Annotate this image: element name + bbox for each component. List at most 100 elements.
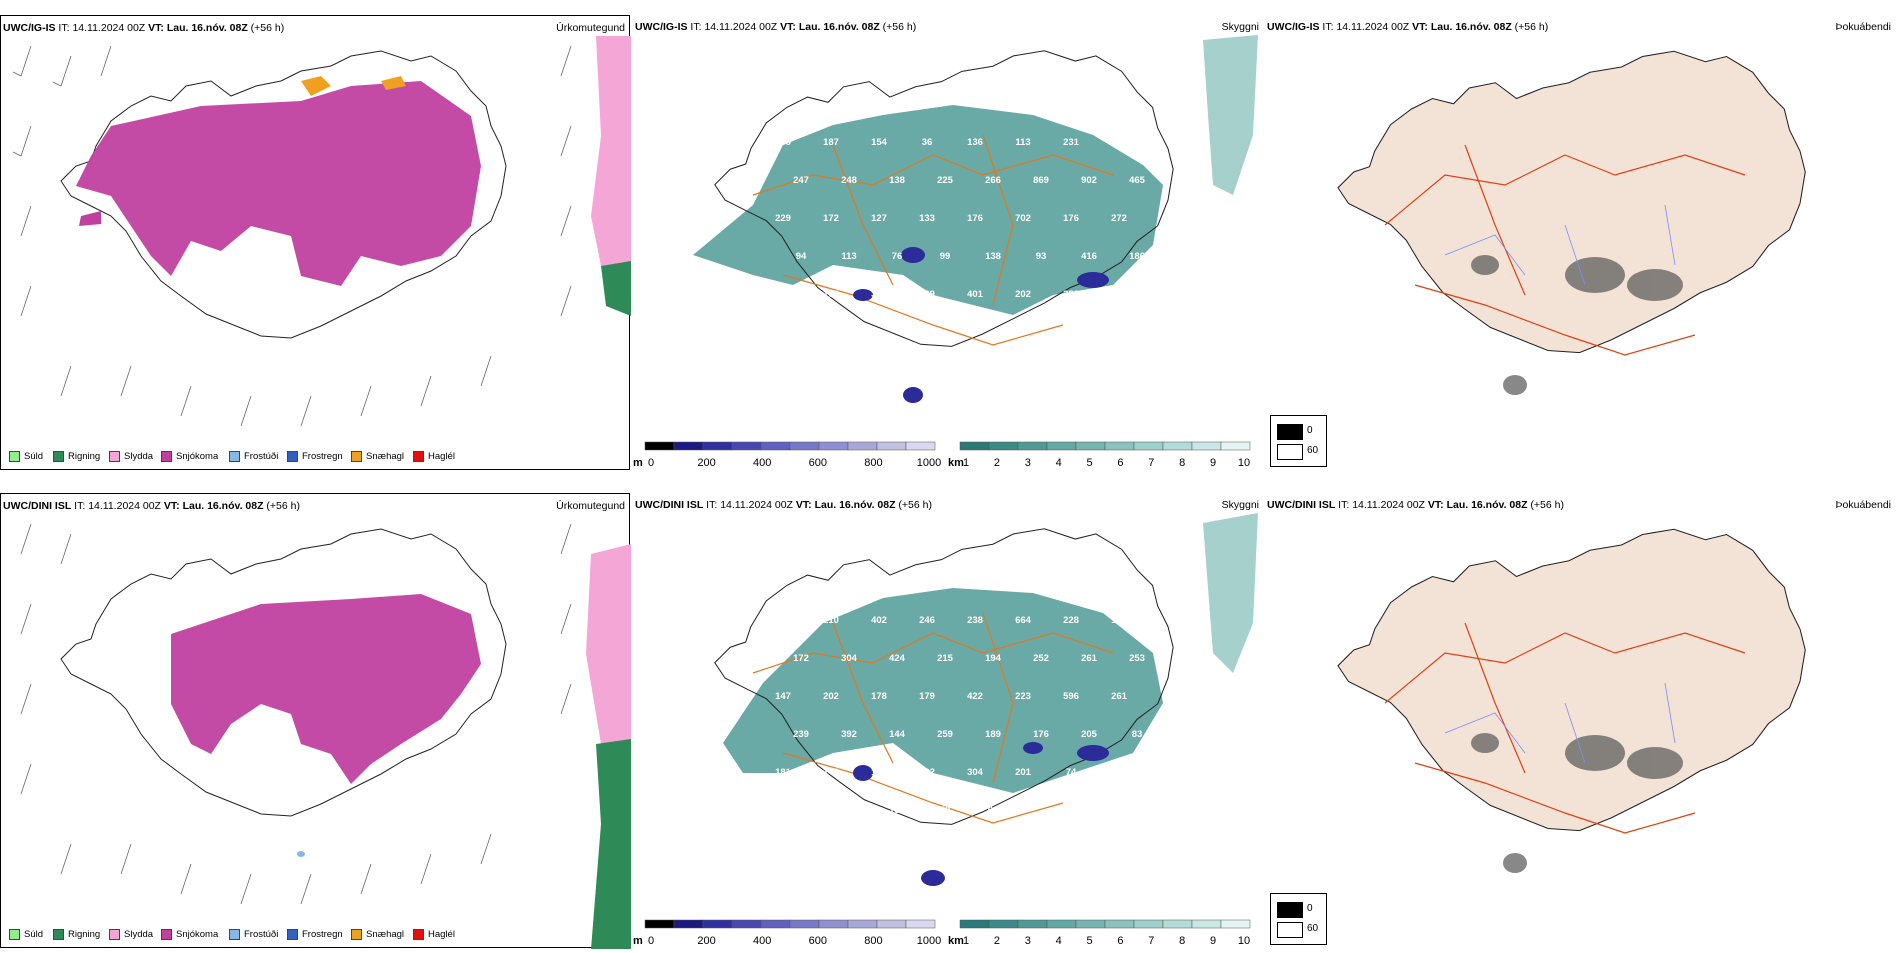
cloud-height-label: 176 [1033,729,1049,740]
cloud-height-label: 205 [1081,729,1098,740]
cloud-height-label: 424 [889,653,906,664]
scale-tick-label: 9 [1210,457,1216,469]
legend-item: Frostúði [229,451,278,462]
scale-swatch [1220,919,1251,929]
scale-swatch [702,441,733,451]
field-name: Skyggni [1221,21,1259,33]
field-name: Úrkomutegund [556,22,625,34]
visibility-scale: km 1 2 3 4 5 6 7 8 9 10 [948,430,1258,470]
legend-item: Rigning [53,929,100,940]
panel-title: UWC/IG-IS IT: 14.11.2024 00Z VT: Lau. 16… [1267,21,1549,33]
cloud-height-label: 179 [919,691,935,702]
cloud-height-label: 74 [1066,767,1077,778]
scale-swatch [1104,441,1135,451]
cloud-height-label: 273 [775,615,791,626]
scale-tick-label: 800 [864,935,882,947]
cloud-height-label: 93 [1036,251,1047,262]
visibility-map: 455 187 154 36 136 113 231 120 247 248 138 225 266 86… [693,35,1258,403]
panel-title: UWC/DINI ISL IT: 14.11.2024 00Z VT: Lau.… [635,499,932,511]
visibility-map: 273 210 402 246 238 664 228 199 172 304 424 215 194 2… [714,513,1258,886]
cloud-height-label: 964 [775,289,792,300]
cloud-height-label: 201 [1015,767,1032,778]
cloud-height-label: 76 [892,251,903,262]
fog-legend-label: 60 [1307,445,1319,456]
scale-tick-label: 10 [1238,935,1250,947]
scale-swatch [959,441,990,451]
scale-swatch [818,441,849,451]
cloud-height-label: 246 [919,615,935,626]
cloud-height-label: 392 [841,729,857,740]
cloud-height-label: 702 [1015,213,1031,224]
cloud-height-label: 266 [985,175,1001,186]
cloud-height-label: 178 [871,691,887,702]
visibility-scale-bar: km 1 2 3 4 5 6 7 8 9 10 [948,441,1251,469]
cloud-height-label: 148 [1111,767,1127,778]
cloud-height-label: 202 [823,691,839,702]
scale-swatch [959,919,990,929]
cloud-height-label: 902 [1081,175,1097,186]
panel-title: UWC/IG-IS IT: 14.11.2024 00Z VT: Lau. 16… [3,22,285,34]
scale-swatch [988,441,1019,451]
scale-swatch [1017,441,1048,451]
cloud-height-label: 304 [841,653,858,664]
field-name: Þokuábendi [1835,21,1891,33]
scale-tick-label: 8 [1179,457,1185,469]
cloud-height-label: 176 [967,213,983,224]
cloud-height-label: 68 [988,805,999,816]
scale-swatch [876,441,907,451]
scale-swatch [1162,441,1193,451]
scale-tick-label: 600 [809,935,827,947]
scale-swatch [1046,919,1077,929]
scale-swatch [847,919,878,929]
scale-swatch [1075,919,1106,929]
scale-swatch [905,441,936,451]
cloud-height-label: 869 [1033,175,1049,186]
scale-swatch [1133,919,1164,929]
cloud-height-label: 138 [985,251,1001,262]
cloud-height-label: 239 [793,729,809,740]
legend-item: Snjókoma [161,451,218,462]
legend-item: Frostregn [287,929,343,940]
cloud-height-label: 199 [1111,615,1127,626]
cloud-height-label: 189 [985,729,1001,740]
scale-tick-label: 200 [697,935,715,947]
legend-item: Slydda [109,929,153,940]
cloud-height-label: 248 [841,175,857,186]
scale-unit: km [948,457,964,469]
cloud-height-label: 596 [1063,691,1079,702]
scale-tick-label: 2 [994,935,1000,947]
cloud-height-label: 58 [940,805,951,816]
height-scale-bar: m 0 200 400 600 800 1000 [633,919,941,947]
scale-unit: m [633,457,643,469]
precip-type-map [12,36,631,427]
scale-swatch [644,919,675,929]
scale-tick-label: 1000 [917,457,941,469]
scale-tick-label: 800 [864,457,882,469]
cloud-height-label: 261 [1111,691,1128,702]
cloud-height-label: 104 [823,289,840,300]
scale-swatch [1162,919,1193,929]
cloud-height-label: 261 [1081,653,1098,664]
scale-tick-label: 4 [1056,935,1062,947]
scale-tick-label: 1 [963,935,969,947]
scale-swatch [673,441,704,451]
panel-title: UWC/DINI ISL IT: 14.11.2024 00Z VT: Lau.… [3,500,300,512]
precip-legend: Súld Rigning Slydda Snjókoma Frostúði Fr… [1,919,629,947]
cloud-height-label: 304 [967,767,984,778]
precip-type-map [20,523,631,949]
scale-tick-label: 5 [1086,935,1092,947]
scale-swatch [1220,441,1251,451]
scale-swatch [702,919,733,929]
scale-swatch [1191,441,1222,451]
cloud-height-label: 210 [823,615,839,626]
cloud-height-label: 272 [1111,213,1127,224]
legend-item: Súld [9,451,43,462]
legend-item: Snæhagl [351,451,404,462]
scale-tick-label: 0 [648,457,654,469]
fog-legend-swatch-0 [1277,902,1303,918]
height-scale: m 0 200 400 600 800 1000 [633,908,943,948]
scale-tick-label: 9 [1210,935,1216,947]
fog-legend-swatch-1 [1277,444,1303,460]
cloud-height-label: 247 [793,175,809,186]
cloud-height-label: 465 [1129,175,1146,186]
